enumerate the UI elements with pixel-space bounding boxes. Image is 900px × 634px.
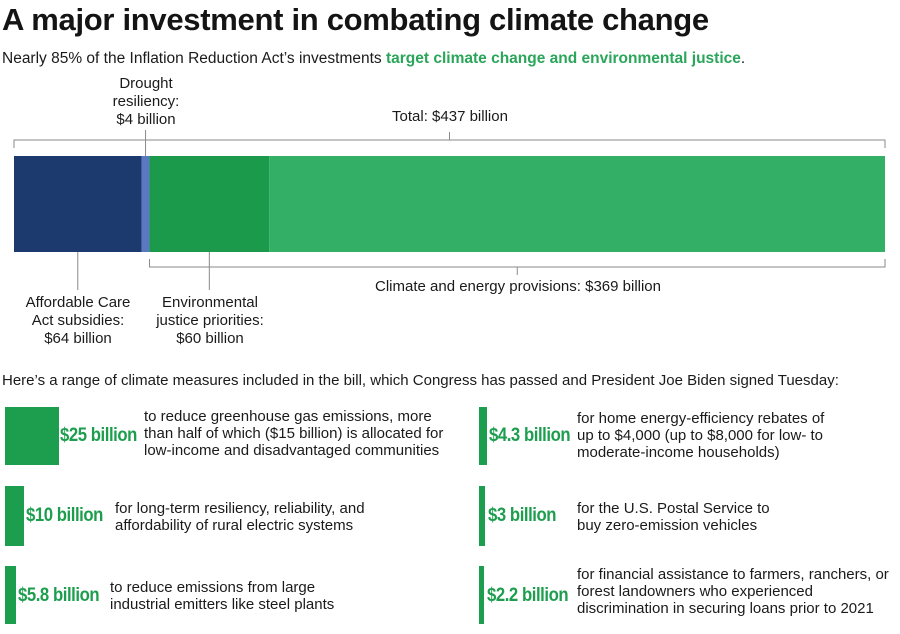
page-title: A major investment in combating climate … — [2, 2, 709, 37]
measure-line: discrimination in securing loans prior t… — [577, 600, 874, 617]
climate-bracket — [149, 259, 886, 268]
total-bracket — [13, 139, 886, 148]
bar-segment-0 — [14, 156, 142, 252]
measure-amount: $3 billion — [488, 505, 557, 526]
intro-text: Here’s a range of climate measures inclu… — [2, 372, 839, 389]
stacked-bar-chart — [13, 130, 886, 290]
annotation-line: justice priorities: — [156, 312, 264, 329]
measure-amount: $10 billion — [26, 505, 103, 526]
annotation-line: Act subsidies: — [31, 312, 125, 329]
measure-amount: $2.2 billion — [487, 585, 569, 606]
annotation-environmental-justice: Environmental justice priorities: $60 bi… — [140, 294, 280, 348]
measure-amount: $4.3 billion — [489, 425, 571, 446]
amount-square — [479, 486, 485, 546]
measure-line: for the U.S. Postal Service to — [577, 500, 770, 517]
measure-line: for home energy-efficiency rebates of — [577, 410, 825, 427]
annotation-climate: Climate and energy provisions: $369 bill… — [375, 278, 661, 295]
measure-line: affordability of rural electric systems — [115, 517, 354, 534]
amount-square — [5, 407, 59, 465]
measure-amount: $25 billion — [60, 425, 137, 446]
measure-line: to reduce emissions from large — [110, 579, 316, 596]
annotation-total: Total: $437 billion — [392, 108, 508, 125]
measure-line: for financial assistance to farmers, ran… — [577, 566, 889, 583]
measure-line: up to $4,000 (up to $8,000 for low- to — [577, 427, 823, 444]
measure-description: for long-term resiliency, reliability, a… — [115, 500, 365, 534]
subtitle-end: . — [740, 50, 746, 67]
annotation-line: $60 billion — [176, 330, 244, 347]
measure-line: buy zero-emission vehicles — [577, 517, 758, 534]
measure-description: to reduce emissions from large industria… — [110, 579, 334, 613]
bar-segment-3 — [269, 156, 885, 252]
annotation-line: Environmental — [162, 294, 258, 311]
measure-line: low-income and disadvantaged communities — [144, 442, 440, 459]
annotation-drought: Drought resiliency: $4 billion — [96, 75, 196, 129]
amount-square — [479, 407, 487, 465]
measure-description: for the U.S. Postal Service to buy zero-… — [577, 500, 770, 534]
measure-line: forest landowners who experienced — [577, 583, 813, 600]
measure-amount: $5.8 billion — [18, 585, 100, 606]
annotation-line: Affordable Care — [25, 294, 131, 311]
annotation-line: $64 billion — [44, 330, 112, 347]
measure-description: for home energy-efficiency rebates of up… — [577, 410, 824, 461]
measure-description: to reduce greenhouse gas emissions, more… — [144, 408, 443, 459]
bar-segment-2 — [149, 156, 270, 252]
measure-line: for long-term resiliency, reliability, a… — [115, 500, 365, 517]
subtitle-highlight: target climate change and environmental … — [385, 50, 741, 67]
measure-description: for financial assistance to farmers, ran… — [577, 566, 889, 617]
subtitle-text: Nearly 85% of the Inflation Reduction Ac… — [2, 50, 386, 67]
annotation-line: $4 billion — [116, 111, 176, 128]
subtitle: Nearly 85% of the Inflation Reduction Ac… — [2, 50, 745, 68]
amount-square — [5, 486, 24, 546]
measure-line: to reduce greenhouse gas emissions, more — [144, 408, 432, 425]
amount-square — [5, 566, 16, 624]
annotation-aca: Affordable Care Act subsidies: $64 billi… — [8, 294, 148, 348]
measure-line: moderate-income households) — [577, 444, 780, 461]
bar-segment-1 — [141, 156, 150, 252]
amount-square — [479, 566, 484, 624]
annotation-line: resiliency: — [112, 93, 180, 110]
annotation-line: Drought — [119, 75, 173, 92]
measure-line: than half of which ($15 billion) is allo… — [144, 425, 444, 442]
measure-line: industrial emitters like steel plants — [110, 596, 335, 613]
